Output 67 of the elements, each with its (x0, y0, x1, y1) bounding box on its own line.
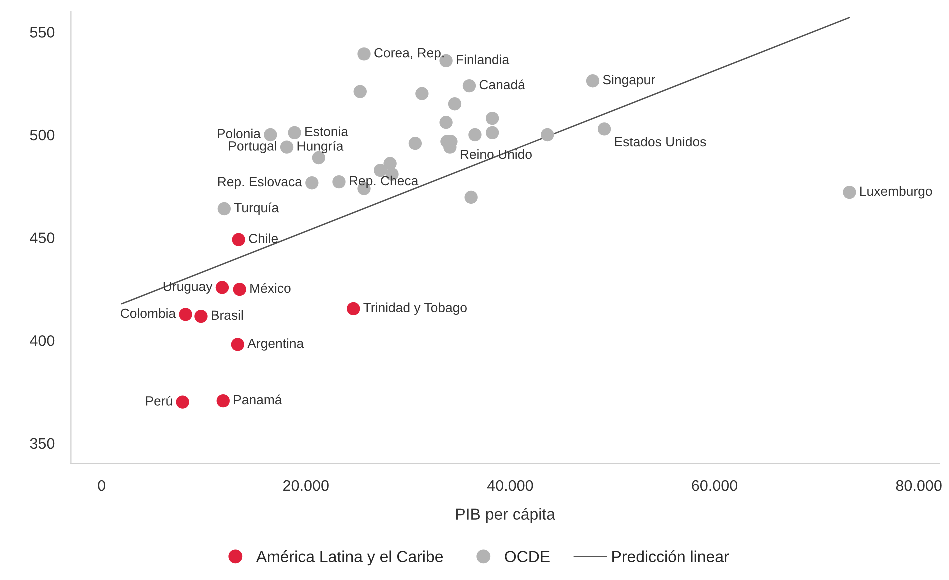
point (448, 98, 462, 111)
x-tick-label: 0 (98, 480, 106, 492)
annotation: Estonia (306, 126, 349, 136)
point (486, 126, 500, 140)
x-tick-label: 20.000 (284, 480, 329, 492)
x-tick-label: 80.000 (896, 480, 942, 492)
legend-label: América Latina y el Caribe (256, 550, 444, 566)
x-tick-label: 60.000 (692, 480, 738, 492)
point (216, 281, 230, 294)
annotation: Hungría (298, 141, 344, 154)
annotation: Trinidad y Tobago (364, 302, 467, 316)
y-tick-label: 550 (30, 27, 55, 38)
point (541, 128, 554, 142)
point (347, 302, 360, 316)
point (374, 164, 388, 178)
annotation: Corea, Rep. (374, 48, 444, 60)
point (332, 175, 346, 189)
point (416, 87, 429, 100)
x-tick-label: 40.000 (487, 480, 534, 492)
point (264, 128, 278, 142)
annotation: Canadá (480, 80, 526, 90)
point (440, 116, 453, 130)
annotation: Panamá (234, 394, 282, 405)
annotation: Uruguay (164, 282, 213, 294)
point (358, 48, 371, 61)
point (218, 202, 231, 216)
point (408, 137, 422, 150)
point (468, 128, 482, 142)
annotation: Rep. Checa (350, 176, 419, 188)
point (233, 283, 246, 296)
annotation: Estados Unidos (615, 136, 706, 147)
point (354, 85, 367, 98)
point (586, 74, 600, 88)
annotation: Singapur (603, 74, 656, 88)
point (216, 394, 230, 408)
annotation: Portugal (229, 141, 276, 154)
annotation: Turquía (234, 202, 280, 216)
point (486, 112, 500, 126)
point (232, 233, 246, 246)
y-tick-label: 350 (30, 438, 55, 450)
point (176, 396, 190, 409)
annotation: Chile (249, 234, 278, 244)
point (464, 190, 478, 204)
point (306, 176, 319, 190)
point (288, 126, 302, 140)
annotation: México (250, 283, 291, 294)
annotation: Polonia (218, 128, 261, 139)
point (194, 310, 208, 324)
point (843, 186, 856, 200)
y-tick-label: 400 (30, 335, 55, 346)
annotation: Brasil (212, 310, 244, 320)
point (280, 140, 294, 154)
x-axis-title: PIB per cápita (456, 508, 556, 524)
annotation: Luxemburgo (860, 186, 932, 199)
annotation: Rep. Eslovaca (218, 176, 302, 190)
point (598, 122, 612, 136)
annotation: Argentina (248, 338, 304, 351)
point (462, 79, 476, 93)
legend-label: OCDE (505, 551, 550, 562)
point (179, 308, 192, 322)
annotation: Finlandia (457, 54, 510, 64)
annotation: Colombia (121, 308, 176, 318)
y-tick-label: 500 (30, 130, 55, 141)
annotation: Perú (146, 396, 172, 406)
y-tick-label: 450 (30, 232, 55, 244)
point (231, 338, 244, 352)
legend-label: Predicción linear (612, 550, 730, 562)
